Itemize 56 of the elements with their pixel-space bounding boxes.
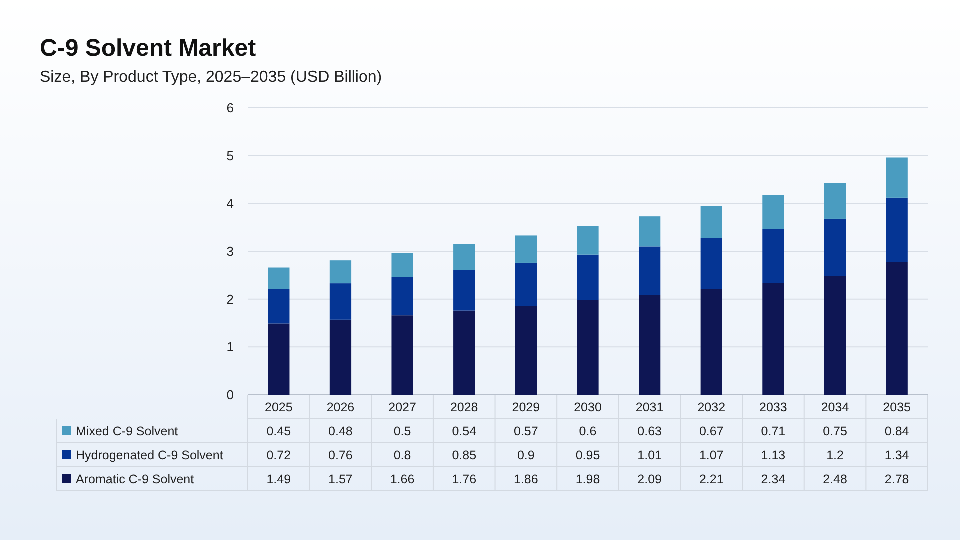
y-tick-label: 0: [226, 388, 234, 403]
data-label: 1.57: [328, 472, 353, 486]
data-label: 0.85: [452, 448, 477, 462]
data-label: 0.54: [452, 424, 477, 438]
data-label: 0.45: [266, 424, 292, 438]
legend-label: Hydrogenated C-9 Solvent: [76, 448, 224, 462]
y-tick-label: 4: [226, 196, 234, 212]
data-label: 0.8: [394, 448, 412, 462]
data-label: 0.75: [823, 424, 848, 438]
data-label: 0.84: [884, 424, 910, 438]
x-tick-label: 2026: [326, 400, 355, 414]
data-label: 0.6: [579, 424, 597, 438]
data-label: 1.07: [699, 448, 724, 462]
legend-label: Aromatic C-9 Solvent: [76, 472, 195, 486]
legend-label: Mixed C-9 Solvent: [76, 424, 179, 438]
data-label: 2.09: [638, 472, 662, 486]
data-label: 1.2: [826, 448, 844, 462]
data-label: 0.57: [514, 424, 538, 438]
data-label: 2.78: [884, 472, 910, 486]
y-tick-label: 5: [226, 148, 234, 164]
x-tick-label: 2030: [574, 400, 602, 414]
x-tick-label: 2032: [698, 400, 726, 414]
data-label: 1.98: [576, 472, 600, 486]
data-label: 1.49: [266, 472, 292, 486]
x-tick-label: 2034: [821, 400, 850, 414]
data-label: 0.76: [328, 448, 353, 462]
data-label: 0.72: [266, 448, 292, 462]
data-label: 1.13: [761, 448, 786, 462]
x-tick-label: 2029: [512, 400, 540, 414]
x-tick-label: 2035: [883, 400, 912, 414]
data-label: 0.5: [394, 424, 412, 438]
x-tick-label: 2033: [760, 400, 788, 414]
y-tick-label: 1: [226, 340, 234, 355]
data-label: 0.71: [761, 424, 786, 438]
y-tick-label: 2: [226, 292, 234, 307]
chart-title: C-9 Solvent Market: [40, 35, 256, 62]
data-label: 1.86: [514, 472, 538, 486]
data-label: 2.21: [699, 472, 724, 486]
data-label: 2.48: [823, 472, 848, 486]
data-label: 1.66: [390, 472, 415, 486]
data-label: 2.34: [761, 472, 786, 486]
data-label: 0.67: [699, 424, 724, 438]
data-label: 1.34: [884, 448, 910, 462]
data-label: 1.01: [638, 448, 662, 462]
data-label: 1.76: [452, 472, 477, 486]
x-tick-label: 2031: [636, 400, 664, 414]
x-tick-label: 2027: [388, 400, 416, 414]
data-label: 0.63: [638, 424, 662, 438]
x-tick-label: 2025: [265, 400, 293, 414]
data-label: 0.48: [328, 424, 353, 438]
data-label: 0.95: [576, 448, 600, 462]
y-tick-label: 3: [226, 244, 234, 260]
chart-subtitle: Size, By Product Type, 2025–2035 (USD Billion): [40, 69, 382, 86]
y-tick-label: 6: [226, 100, 234, 116]
x-tick-label: 2028: [450, 400, 478, 414]
data-label: 0.9: [517, 448, 535, 462]
